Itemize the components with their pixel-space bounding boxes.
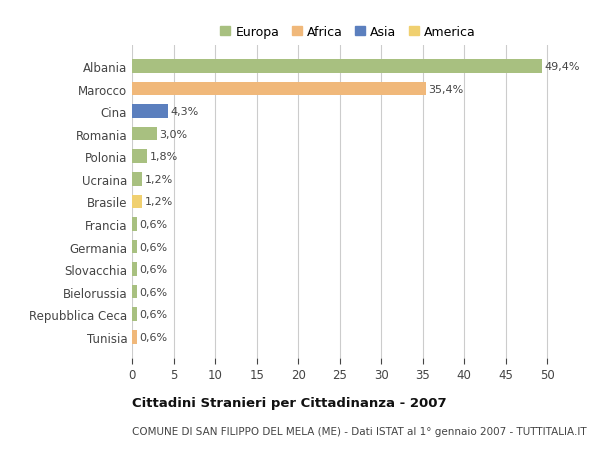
Text: 49,4%: 49,4%: [545, 62, 580, 72]
Bar: [132, 240, 137, 254]
Bar: [132, 195, 142, 209]
Text: 3,0%: 3,0%: [160, 129, 188, 140]
Text: 35,4%: 35,4%: [428, 84, 464, 95]
Text: 0,6%: 0,6%: [139, 242, 167, 252]
Text: 1,2%: 1,2%: [145, 197, 173, 207]
Bar: [132, 173, 142, 186]
Text: 0,6%: 0,6%: [139, 309, 167, 319]
Text: 0,6%: 0,6%: [139, 332, 167, 342]
Text: 0,6%: 0,6%: [139, 287, 167, 297]
Bar: [132, 218, 137, 231]
Bar: [132, 83, 426, 96]
Text: 0,6%: 0,6%: [139, 219, 167, 230]
Text: Cittadini Stranieri per Cittadinanza - 2007: Cittadini Stranieri per Cittadinanza - 2…: [132, 396, 446, 409]
Text: 4,3%: 4,3%: [170, 107, 199, 117]
Bar: [132, 60, 542, 73]
Bar: [132, 105, 168, 118]
Bar: [132, 150, 147, 164]
Legend: Europa, Africa, Asia, America: Europa, Africa, Asia, America: [215, 21, 481, 44]
Text: 0,6%: 0,6%: [139, 264, 167, 274]
Bar: [132, 330, 137, 344]
Text: 1,2%: 1,2%: [145, 174, 173, 185]
Text: 1,8%: 1,8%: [149, 152, 178, 162]
Bar: [132, 308, 137, 321]
Bar: [132, 128, 157, 141]
Bar: [132, 285, 137, 299]
Text: COMUNE DI SAN FILIPPO DEL MELA (ME) - Dati ISTAT al 1° gennaio 2007 - TUTTITALIA: COMUNE DI SAN FILIPPO DEL MELA (ME) - Da…: [132, 426, 587, 436]
Bar: [132, 263, 137, 276]
